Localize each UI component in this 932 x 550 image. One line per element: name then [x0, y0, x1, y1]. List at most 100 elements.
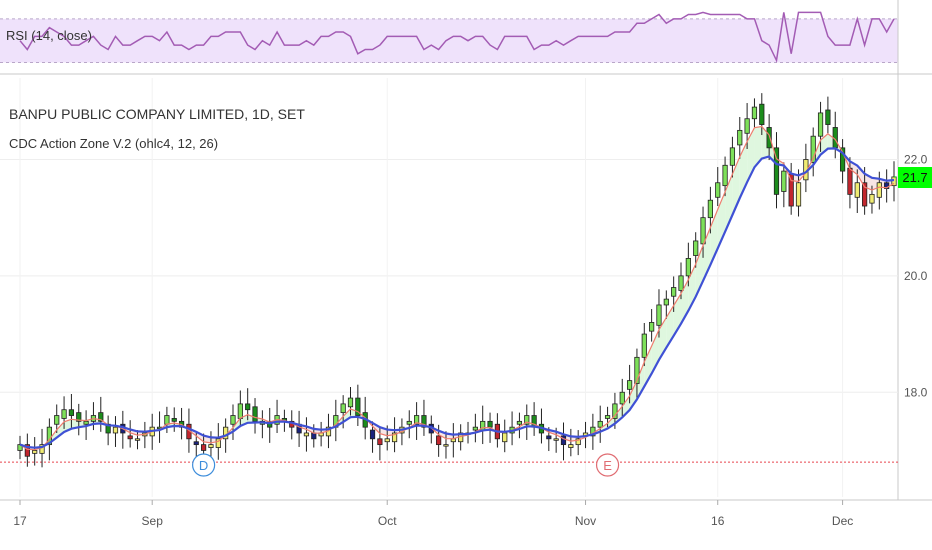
candle-body: [193, 441, 199, 446]
ema-fill-segment: [56, 421, 65, 438]
candle-body: [810, 135, 816, 163]
candle-body: [347, 397, 354, 408]
candle-body: [759, 103, 765, 125]
candle-body: [98, 412, 104, 422]
candle-body: [737, 129, 743, 146]
fast-ema-line: [19, 125, 895, 451]
marker-circle: [192, 453, 216, 477]
ema-fill-segment: [343, 409, 351, 422]
candle-body: [252, 406, 258, 422]
candle-body: [112, 426, 119, 434]
candle-body: [634, 356, 640, 384]
candle-body: [751, 106, 758, 120]
candle-body: [568, 444, 574, 448]
candle-body: [406, 420, 412, 425]
candle-body: [884, 182, 890, 189]
last-price-badge: 21.7: [898, 166, 932, 188]
candle-body: [612, 403, 618, 419]
candle-body: [516, 420, 523, 425]
ema-fill-segment: [629, 380, 637, 410]
candle-body: [685, 258, 691, 277]
slow-ema-line: [19, 147, 895, 449]
candle-body: [626, 380, 633, 390]
candle-body: [693, 240, 699, 256]
candle-body: [340, 403, 346, 414]
candle-body: [164, 415, 170, 425]
candle-body: [707, 199, 713, 219]
candle-body: [391, 432, 398, 443]
chart-title: BANPU PUBLIC COMPANY LIMITED, 1D, SET: [9, 106, 305, 122]
x-tick-label: Nov: [575, 514, 596, 528]
candle-body: [546, 435, 552, 440]
candle-body: [854, 182, 860, 198]
rsi-line: [19, 11, 895, 63]
ema-fill-segment: [232, 418, 241, 432]
candle-body: [369, 429, 376, 440]
rsi-label: RSI (14, close): [6, 28, 92, 43]
candle-body: [421, 415, 427, 428]
candle-body: [678, 275, 684, 291]
ema-fill-segment: [636, 361, 645, 400]
y-tick-label: 20.0: [904, 269, 928, 283]
candle-body: [303, 432, 310, 437]
candle-body: [722, 164, 728, 187]
candle-body: [237, 403, 243, 419]
candle-body: [487, 420, 493, 428]
x-tick-label: Oct: [378, 514, 397, 528]
y-tick-label: 22.0: [904, 152, 928, 166]
candle-body: [766, 127, 772, 149]
candle-body: [61, 409, 67, 419]
candle-body: [641, 333, 647, 358]
marker-label: E: [603, 458, 612, 473]
candle-body: [825, 109, 831, 125]
candle-body: [127, 435, 133, 440]
candle-body: [795, 182, 802, 207]
candle-body: [230, 415, 236, 425]
candle-body: [869, 193, 875, 204]
indicator-label: CDC Action Zone V.2 (ohlc4, 12, 26): [9, 136, 219, 151]
candle-body: [384, 438, 390, 443]
x-tick-label: 16: [711, 514, 725, 528]
candle-body: [443, 444, 449, 447]
candle-body: [24, 444, 30, 457]
candle-body: [472, 426, 478, 431]
ema-fill-segment: [196, 431, 204, 442]
candle-body: [414, 415, 420, 425]
candle-body: [68, 409, 75, 416]
candle-body: [700, 217, 706, 245]
candle-body: [201, 444, 207, 451]
candle-body: [560, 435, 567, 446]
candle-body: [847, 167, 853, 195]
candle-body: [619, 391, 625, 405]
x-tick-label: 17: [13, 514, 27, 528]
candle-body: [215, 438, 221, 448]
candle-body: [76, 412, 82, 422]
ema-fill-segment: [438, 430, 446, 439]
candle-body: [208, 444, 214, 448]
candle-body: [524, 415, 530, 425]
marker-circle: [595, 453, 620, 477]
candle-body: [715, 182, 721, 198]
candle-body: [597, 420, 603, 428]
ema-fill-segment: [754, 126, 762, 168]
x-tick-label: Sep: [142, 514, 164, 528]
candle-body: [39, 444, 45, 454]
candle-body: [502, 432, 508, 443]
candle-body: [355, 397, 361, 416]
candle-body: [32, 450, 38, 454]
candle-body: [171, 418, 177, 422]
candle-body: [671, 287, 677, 297]
candle-body: [876, 182, 882, 198]
candle-body: [862, 182, 868, 207]
ema-fill-segment: [622, 395, 630, 418]
candle-body: [54, 415, 60, 425]
candle-body: [663, 298, 669, 306]
candle-body: [436, 435, 442, 446]
candle-body: [575, 438, 581, 446]
ema-fill-segment: [600, 423, 608, 432]
candle-body: [817, 112, 824, 137]
candle-body: [83, 420, 89, 425]
candle-body: [744, 118, 750, 134]
candle-body: [649, 322, 655, 332]
